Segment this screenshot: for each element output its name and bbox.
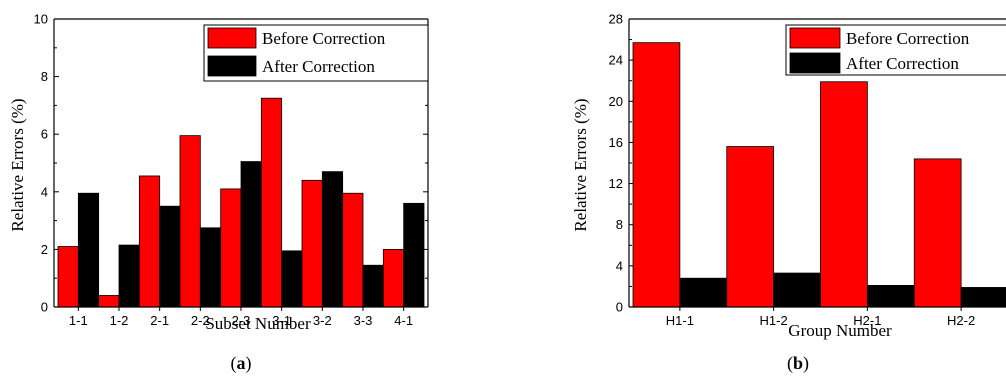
chart-a-bar-1-1-before (57, 246, 79, 308)
chart-a-bar-3-1-before (260, 97, 283, 308)
chart-b-legend-label-after: After Correction (846, 54, 959, 73)
chart-a-xtick-2-3: 2-3 (232, 313, 251, 328)
chart-b-ylabel: Relative Errors (%) (571, 98, 590, 231)
chart-a-xtick-2-1: 2-1 (150, 313, 169, 328)
chart-a-bar-1-2-before (98, 295, 120, 308)
chart-a-bar-3-3-before (342, 192, 364, 308)
chart-a-bar-3-2-before (301, 179, 323, 308)
chart-a: Relative Errors (%) Subset Number (a) 1-… (8, 12, 429, 374)
chart-b-bar-H2-2-before (913, 158, 962, 308)
chart-b-bar-H1-1-before (632, 42, 681, 308)
chart-b-ytick-8: 8 (616, 217, 623, 232)
chart-a-xlabel: Subset Number (205, 314, 311, 333)
chart-a-ytick-8: 8 (41, 69, 48, 84)
chart-b-ytick-20: 20 (609, 94, 623, 109)
chart-a-bar-2-1-before (138, 175, 161, 308)
chart-b-ytick-12: 12 (609, 176, 623, 191)
chart-b-legend-swatch-before (789, 27, 841, 49)
chart-b-caption: (b) (787, 353, 809, 374)
chart-b-xtick-H2-1: H2-1 (853, 313, 881, 328)
chart-a-caption-letter: a (237, 353, 246, 373)
chart-a-ytick-6: 6 (41, 127, 48, 142)
chart-a-bar-2-1-after (159, 205, 181, 308)
chart-b-bar-H2-1-before (820, 81, 868, 308)
chart-b-legend-swatch-after (789, 52, 841, 74)
chart-a-legend-swatch-after (207, 55, 257, 77)
chart-b-bar-H2-2-after (960, 287, 1006, 308)
chart-b-bar-H2-1-after (866, 284, 915, 308)
chart-b-xtick-H1-1: H1-1 (666, 313, 694, 328)
chart-b-bar-H1-2-after (773, 272, 821, 308)
chart-b-xlabel: Group Number (788, 321, 892, 340)
chart-a-ytick-4: 4 (41, 184, 48, 199)
chart-a-bar-2-2-before (179, 135, 201, 308)
chart-a-caption: (a) (231, 353, 252, 374)
chart-a-ytick-0: 0 (41, 300, 48, 315)
chart-a-legend-label-before: Before Correction (262, 29, 386, 48)
chart-a-bar-1-1-after (77, 192, 100, 308)
chart-b-legend-label-before: Before Correction (846, 29, 970, 48)
chart-b-ytick-28: 28 (609, 12, 623, 27)
chart-a-xtick-2-2: 2-2 (191, 313, 210, 328)
chart-a-xtick-4-1: 4-1 (394, 313, 413, 328)
chart-a-xtick-1-1: 1-1 (69, 313, 88, 328)
chart-b-ytick-16: 16 (609, 135, 623, 150)
chart-a-bar-3-3-after (362, 264, 384, 308)
chart-b-ytick-24: 24 (609, 53, 623, 68)
chart-a-ylabel: Relative Errors (%) (8, 98, 27, 231)
chart-b-caption-open: ( (787, 353, 793, 374)
chart-a-bar-4-1-before (382, 248, 405, 308)
chart-a-ytick-10: 10 (34, 12, 48, 27)
chart-a-bar-2-3-after (240, 161, 262, 308)
chart-b-ytick-4: 4 (616, 258, 623, 273)
chart-a-legend-swatch-before (207, 27, 257, 49)
chart-b-caption-letter: b (793, 353, 803, 373)
chart-b-xtick-H2-2: H2-2 (947, 313, 975, 328)
chart-b-bar-H1-2-before (726, 146, 775, 308)
chart-b-xtick-H1-2: H1-2 (760, 313, 788, 328)
chart-a-legend-label-after: After Correction (262, 57, 375, 76)
chart-b-caption-close: ) (803, 353, 809, 374)
chart-a-xtick-3-3: 3-3 (354, 313, 373, 328)
chart-a-ytick-2: 2 (41, 242, 48, 257)
chart-a-bar-4-1-after (403, 202, 425, 308)
chart-a-xtick-3-2: 3-2 (313, 313, 332, 328)
chart-b-ytick-0: 0 (616, 300, 623, 315)
chart-a-bar-3-1-after (281, 250, 303, 308)
chart-b-bar-H1-1-after (679, 277, 728, 308)
chart-a-bar-2-2-after (199, 227, 222, 308)
chart-a-bar-2-3-before (220, 188, 242, 308)
chart-a-caption-close: ) (246, 353, 252, 374)
chart-a-xtick-1-2: 1-2 (110, 313, 129, 328)
chart-a-bar-3-2-after (321, 171, 344, 308)
chart-a-caption-open: ( (231, 353, 237, 374)
chart-b: Relative Errors (%) Group Number (b) H1-… (571, 12, 1006, 374)
chart-a-xtick-3-1: 3-1 (272, 313, 291, 328)
chart-a-bar-1-2-after (118, 244, 140, 308)
